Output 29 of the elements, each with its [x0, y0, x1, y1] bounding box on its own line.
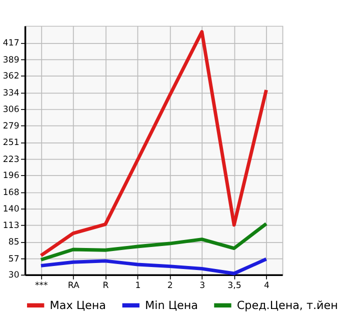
- x-tick-label: ***: [34, 281, 49, 292]
- y-tick-label: 57: [8, 254, 20, 265]
- y-tick-label: 334: [2, 88, 20, 98]
- y-tick-label: 113: [2, 220, 20, 231]
- x-tick-label: 3,5: [228, 281, 242, 292]
- line-series: [39, 257, 268, 276]
- legend-label: Max Цена: [50, 298, 106, 312]
- legend-label: Min Цена: [145, 298, 198, 312]
- y-tick-label: 140: [2, 204, 20, 215]
- x-tick-label: 1: [135, 281, 141, 292]
- y-tick-label: 251: [2, 138, 20, 148]
- y-tick-label: 417: [2, 38, 20, 49]
- legend-label: Сред.Цена, т.йен: [236, 298, 338, 312]
- y-tick-label: 279: [2, 121, 20, 132]
- y-tick-label: 85: [8, 238, 20, 248]
- y-tick-label: 168: [2, 188, 20, 198]
- x-tick-label: R: [102, 281, 109, 292]
- x-tick-label: 4: [264, 281, 270, 292]
- y-tick-label: 223: [2, 154, 20, 165]
- line-series: [39, 222, 268, 262]
- y-tick-label: 306: [2, 105, 20, 116]
- y-tick-label: 389: [2, 55, 20, 66]
- x-tick-label: RA: [68, 281, 80, 292]
- x-tick-label: 2: [167, 281, 173, 292]
- y-tick-label: 196: [2, 171, 20, 182]
- y-tick-label: 362: [2, 72, 20, 82]
- y-tick-label: 30: [8, 270, 20, 281]
- line-series: [39, 30, 268, 258]
- x-tick-label: 3: [200, 281, 206, 292]
